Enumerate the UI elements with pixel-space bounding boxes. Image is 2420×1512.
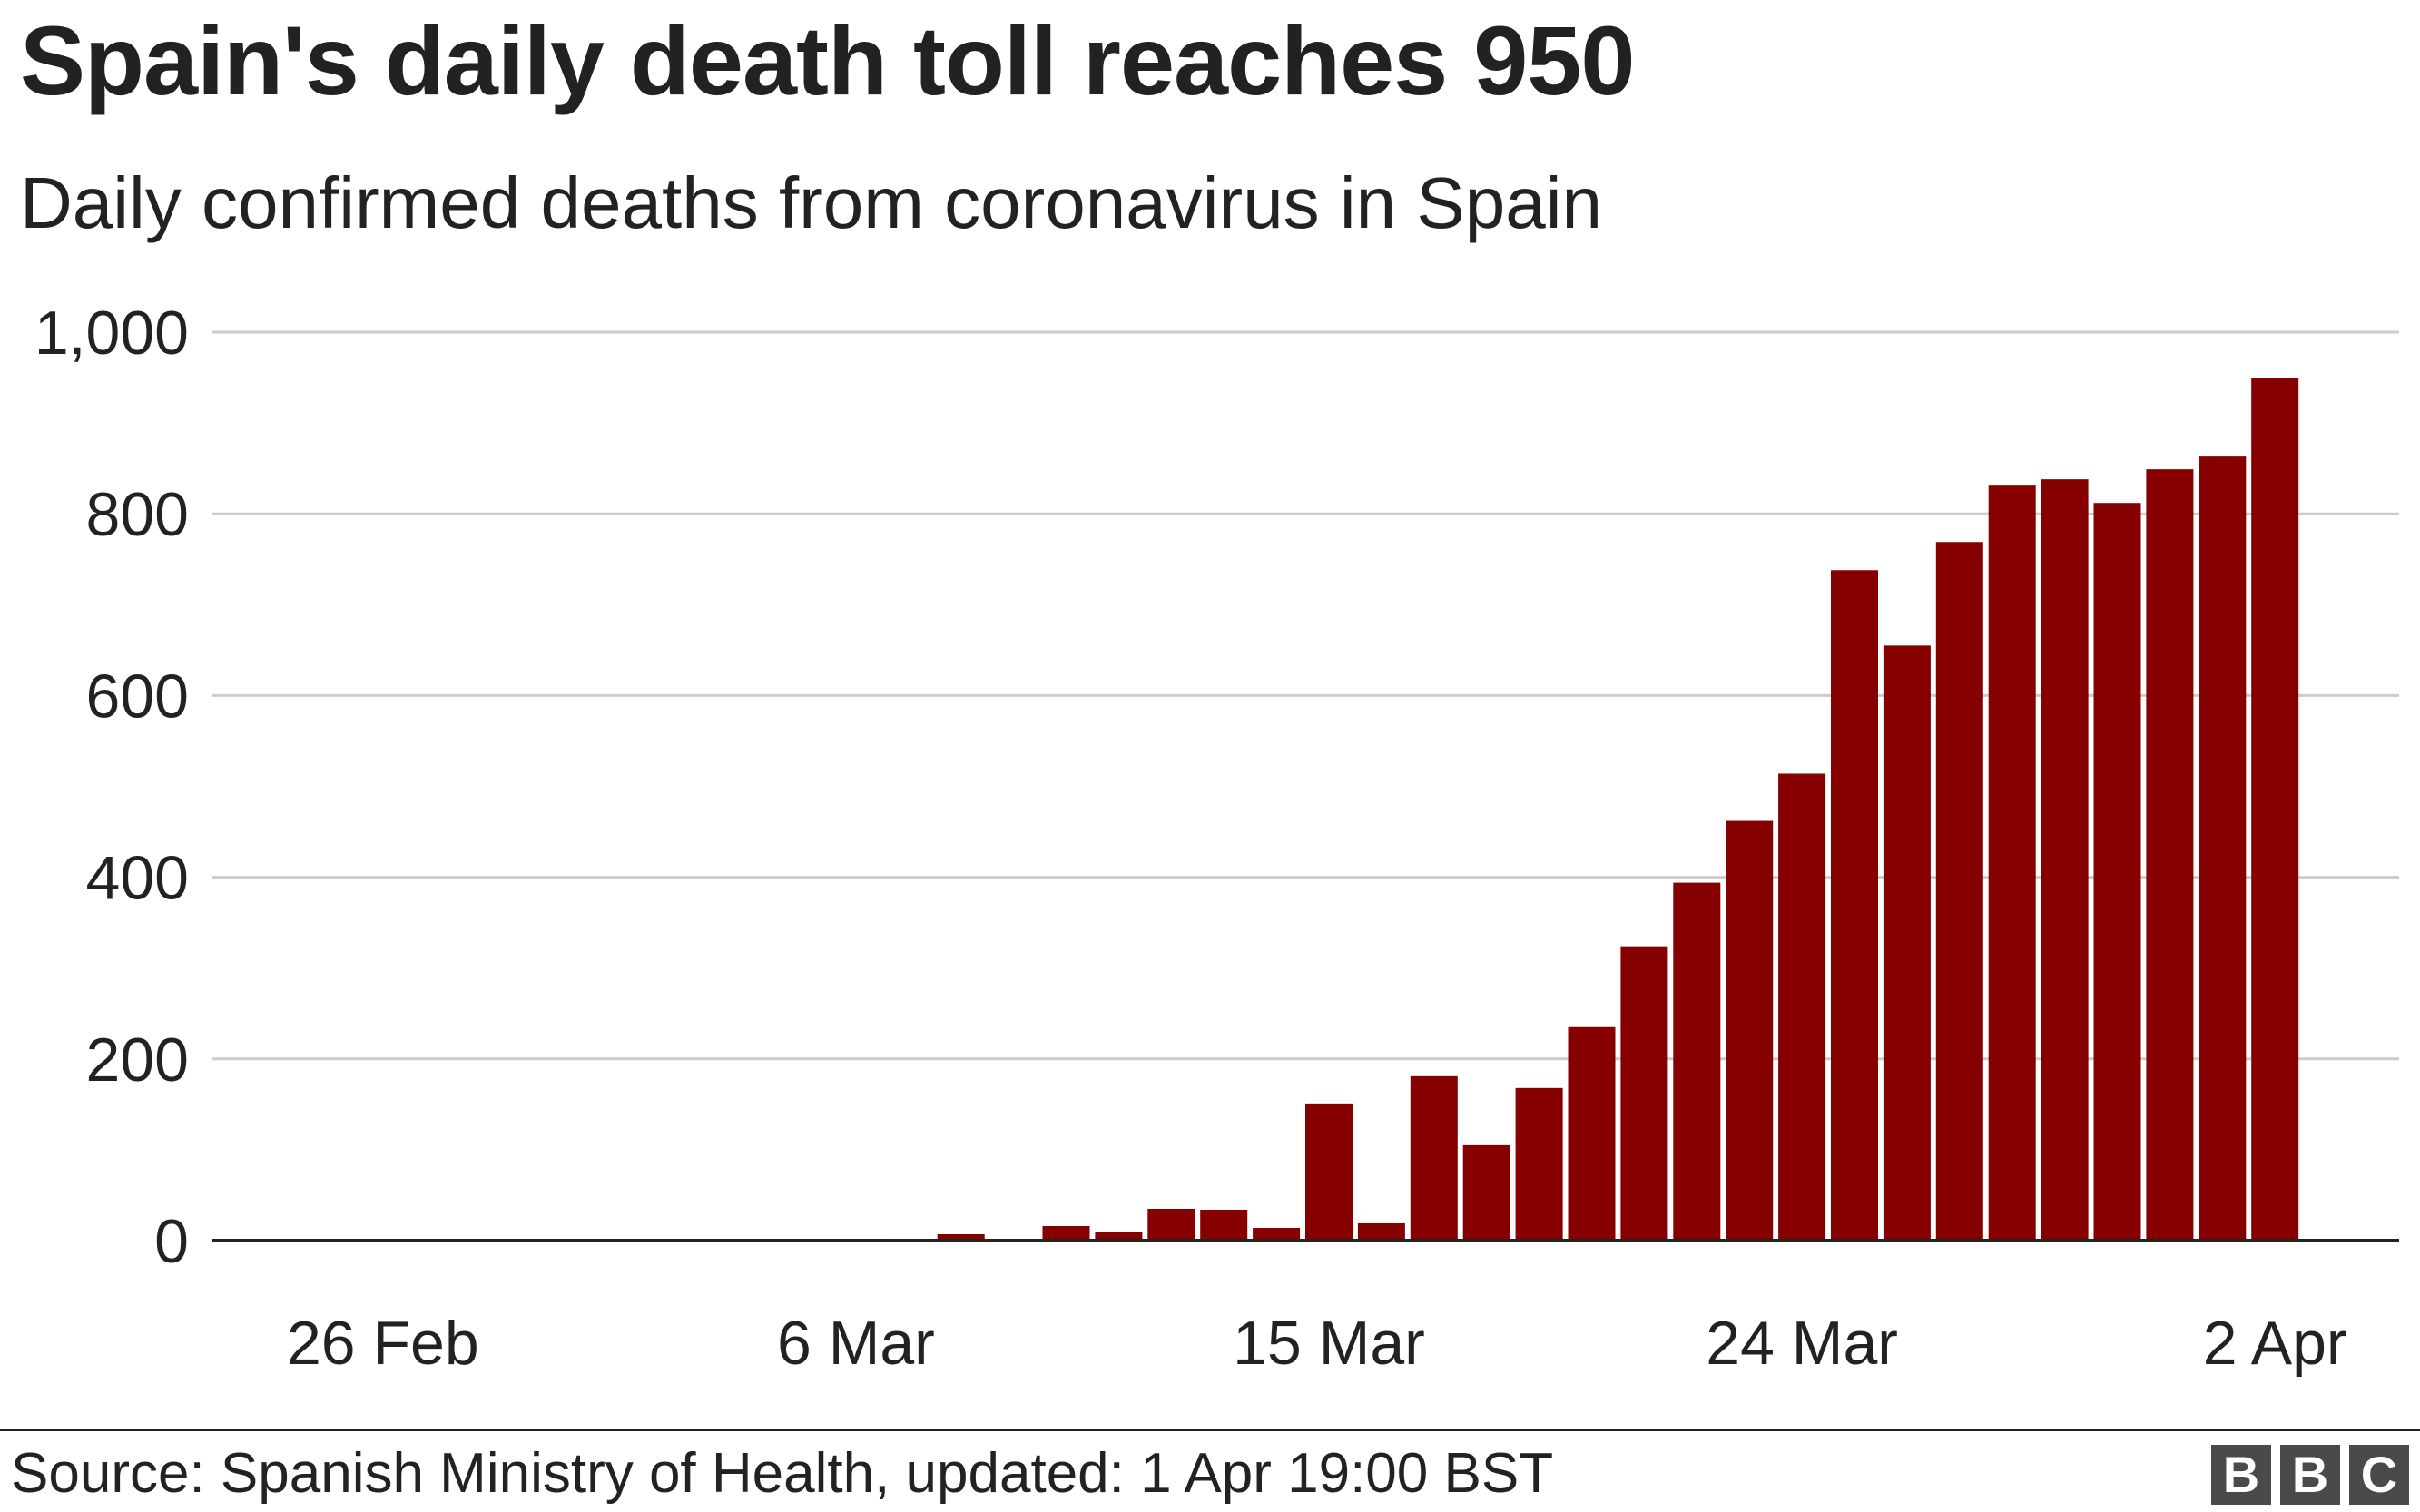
bar-23-mar <box>1726 820 1774 1241</box>
bar-31-mar <box>2146 469 2194 1241</box>
y-tick-label: 1,000 <box>34 299 189 368</box>
chart-title: Spain's daily death toll reaches 950 <box>20 5 1635 115</box>
bar-28-mar <box>1988 485 2036 1241</box>
bar-14-mar <box>1253 1227 1301 1241</box>
bar-20-mar <box>1568 1026 1616 1241</box>
bar-8-mar <box>937 1233 985 1241</box>
bar-21-mar <box>1620 946 1668 1241</box>
bar-15-mar <box>1305 1103 1353 1241</box>
logo-letter: B <box>2280 1445 2340 1505</box>
bar-chart: 0 200 400 600 800 1,000 26 Feb 6 Mar 15 Mar 24 M… <box>34 299 2399 1378</box>
bar-27-mar <box>1935 542 1983 1241</box>
x-tick-label: 26 Feb <box>287 1309 479 1378</box>
x-tick-label: 2 Apr <box>2203 1309 2347 1378</box>
bar-22-mar <box>1673 882 1721 1241</box>
y-axis-labels: 0 200 400 600 800 1,000 <box>34 299 189 1276</box>
source-note: Source: Spanish Ministry of Health, upda… <box>11 1442 1554 1505</box>
bar-17-mar <box>1410 1075 1458 1241</box>
bar-1-apr <box>2199 456 2247 1241</box>
bar-25-mar <box>1831 570 1878 1241</box>
bar-12-mar <box>1147 1208 1195 1241</box>
bar-26-mar <box>1883 645 1931 1241</box>
x-tick-label: 24 Mar <box>1706 1309 1898 1378</box>
bar-2-apr <box>2251 378 2299 1241</box>
y-tick-label: 200 <box>86 1026 189 1095</box>
bar-30-mar <box>2093 503 2141 1241</box>
y-tick-label: 0 <box>154 1207 189 1276</box>
logo-letter: C <box>2349 1445 2409 1505</box>
logo-letter: B <box>2211 1445 2271 1505</box>
y-tick-label: 400 <box>86 844 189 913</box>
bars <box>884 378 2299 1241</box>
bar-24-mar <box>1778 773 1826 1241</box>
y-tick-label: 600 <box>86 662 189 731</box>
footer-divider <box>0 1429 2420 1431</box>
bar-16-mar <box>1357 1222 1405 1241</box>
x-tick-label: 6 Mar <box>777 1309 935 1378</box>
x-tick-label: 15 Mar <box>1233 1309 1425 1378</box>
bar-13-mar <box>1200 1209 1248 1241</box>
bar-29-mar <box>2041 479 2089 1241</box>
bar-19-mar <box>1515 1087 1563 1241</box>
bar-11-mar <box>1095 1231 1143 1241</box>
bbc-logo: B B C <box>2211 1445 2409 1505</box>
chart-subtitle: Daily confirmed deaths from coronavirus … <box>20 162 1603 243</box>
bar-18-mar <box>1462 1144 1510 1241</box>
x-axis-labels: 26 Feb 6 Mar 15 Mar 24 Mar 2 Apr <box>287 1309 2347 1378</box>
bar-10-mar <box>1042 1225 1090 1241</box>
y-tick-label: 800 <box>86 480 189 549</box>
